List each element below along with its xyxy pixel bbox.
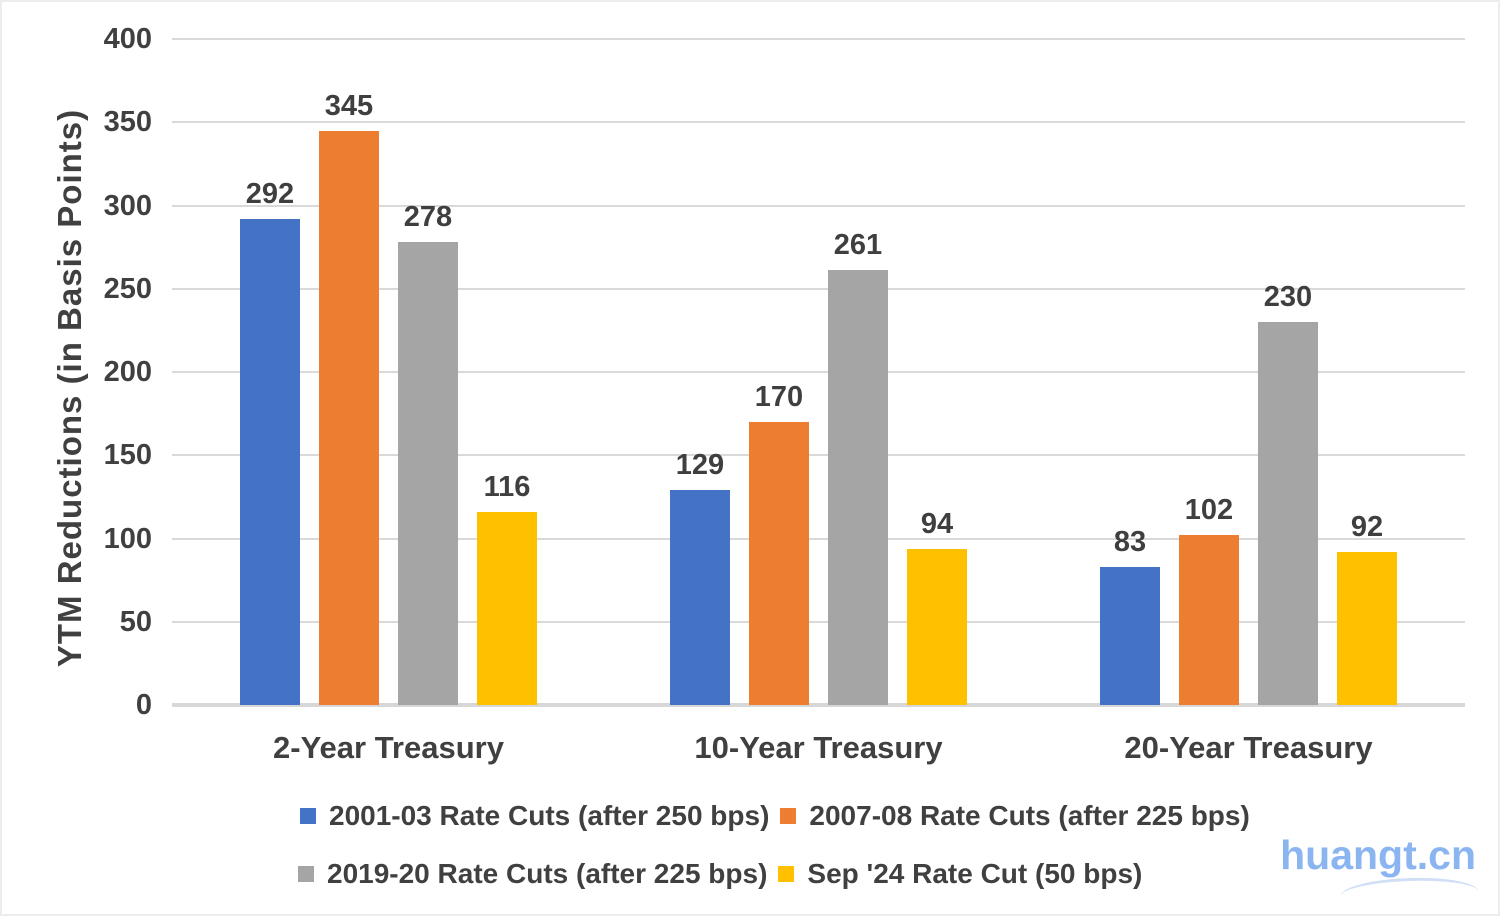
legend-label: 2007-08 Rate Cuts (after 225 bps): [809, 800, 1250, 831]
bar-series3-10-year-treasury: [828, 270, 888, 705]
bar-series3-20-year-treasury: [1258, 322, 1318, 705]
legend-swatch-icon: [300, 808, 316, 824]
bar-series1-2-year-treasury: [240, 218, 300, 705]
plot-area: 0 50 100 150 200 250 300 350 400 292 345 278 116 2-Ye…: [104, 23, 1465, 765]
data-label: 116: [483, 470, 531, 503]
bar-series4-2-year-treasury: [477, 511, 537, 705]
gridline-100: [172, 537, 1465, 540]
y-tick-label-300: 300: [103, 189, 152, 222]
legend-entry-series2: 2007-08 Rate Cuts (after 225 bps): [780, 799, 1250, 833]
watermark: huangt.cn: [1280, 832, 1479, 897]
bar-series1-20-year-treasury: [1100, 566, 1160, 705]
legend-swatch-icon: [780, 808, 797, 824]
gridline-350: [172, 121, 1465, 124]
data-label: 170: [754, 380, 804, 413]
gridline-150: [172, 454, 1465, 457]
data-label: 129: [675, 449, 725, 482]
bar-series2-20-year-treasury: [1179, 535, 1239, 705]
gridline-50: [172, 620, 1465, 623]
y-tick-label-350: 350: [103, 106, 152, 139]
legend-entry-series4: Sep '24 Rate Cut (50 bps): [778, 857, 1142, 891]
y-tick-label-150: 150: [103, 439, 152, 472]
data-label: 94: [920, 507, 954, 540]
data-label: 261: [833, 229, 883, 262]
legend-row-2: 2019-20 Rate Cuts (after 225 bps) Sep '24…: [298, 857, 1142, 891]
data-label: 83: [1113, 525, 1147, 558]
legend-entry-series1: 2001-03 Rate Cuts (after 250 bps): [300, 799, 769, 833]
watermark-text: huangt.cn: [1280, 832, 1476, 878]
gridline-250: [172, 287, 1465, 290]
legend-row-1: 2001-03 Rate Cuts (after 250 bps) 2007-08…: [300, 799, 1250, 833]
y-tick-label-400: 400: [103, 23, 152, 55]
legend-label: 2001-03 Rate Cuts (after 250 bps): [329, 800, 770, 831]
data-label: 345: [324, 89, 374, 122]
gridline-400: [172, 38, 1465, 40]
data-label: 92: [1350, 510, 1384, 543]
bar-series1-10-year-treasury: [670, 490, 730, 705]
y-tick-label-100: 100: [103, 522, 152, 555]
y-tick-label-0: 0: [135, 689, 152, 721]
x-category-label: 10-Year Treasury: [694, 730, 943, 765]
y-tick-label-50: 50: [119, 605, 152, 638]
bar-series4-20-year-treasury: [1337, 551, 1397, 705]
data-label: 230: [1263, 281, 1313, 314]
legend-entry-series3: 2019-20 Rate Cuts (after 225 bps): [298, 857, 767, 891]
bar-series4-10-year-treasury: [907, 548, 967, 705]
data-label: 102: [1184, 494, 1234, 527]
gridline-200: [172, 371, 1465, 373]
legend-swatch-icon: [298, 866, 314, 882]
data-label: 292: [245, 177, 295, 210]
legend-swatch-icon: [778, 866, 795, 882]
legend-label: 2019-20 Rate Cuts (after 225 bps): [327, 858, 768, 889]
y-tick-label-200: 200: [103, 356, 152, 388]
legend-label: Sep '24 Rate Cut (50 bps): [807, 858, 1143, 889]
y-axis-title: YTM Reductions (in Basis Points): [51, 108, 88, 668]
x-category-label: 20-Year Treasury: [1124, 730, 1373, 765]
gridline-300: [172, 204, 1465, 207]
bar-series3-2-year-treasury: [398, 242, 458, 705]
data-label: 278: [403, 201, 453, 234]
y-tick-label-250: 250: [103, 272, 152, 305]
x-axis-line: [172, 703, 1465, 707]
x-category-label: 2-Year Treasury: [273, 730, 504, 765]
bar-series2-10-year-treasury: [749, 421, 809, 705]
bar-series2-2-year-treasury: [319, 130, 379, 705]
